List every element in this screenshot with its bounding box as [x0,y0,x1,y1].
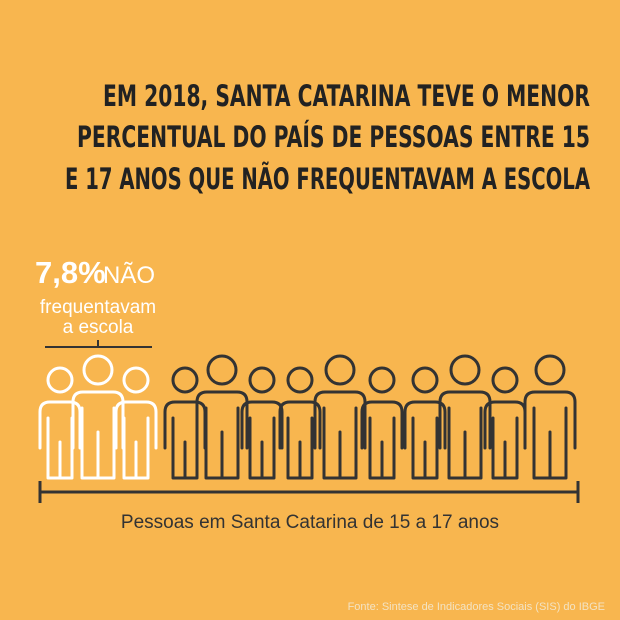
body [360,400,404,480]
person-icon [71,354,125,480]
range-axis [38,481,580,503]
head [82,354,114,386]
head [368,366,396,394]
head [122,366,150,394]
body [278,400,322,480]
highlight-word: NÃO [103,262,155,289]
body [313,390,367,480]
body [438,390,492,480]
title-line: EM 2018, SANTA CATARINA TEVE O MENOR [103,79,590,113]
title-line: PERCENTUAL DO PAÍS DE PESSOAS ENTRE 15 [77,120,590,154]
head [248,366,276,394]
head [411,366,439,394]
head [491,366,519,394]
people [38,354,577,480]
person-icon [114,366,158,480]
body [195,390,249,480]
person-icon [195,354,249,480]
person-icon [278,366,322,480]
highlight-text: frequentavam [40,297,156,318]
head [171,366,199,394]
bracket [45,340,152,348]
head [286,366,314,394]
title-line: E 17 ANOS QUE NÃO FREQUENTAVAM A ESCOLA [65,162,590,196]
body [523,390,577,480]
head [324,354,356,386]
person-icon [360,366,404,480]
body [71,390,125,480]
highlight-value: 7,8% [35,255,106,290]
person-icon [403,366,447,480]
person-icon [38,366,82,480]
head [449,354,481,386]
source: Fonte: Sintese de Indicadores Sociais (S… [348,601,605,613]
person-icon [313,354,367,480]
head [534,354,566,386]
body [114,400,158,480]
head [206,354,238,386]
head [46,366,74,394]
highlight-text: a escola [63,317,134,338]
person-icon [523,354,577,480]
person-icon [438,354,492,480]
axis-label: Pessoas em Santa Catarina de 15 a 17 ano… [121,512,499,533]
body [403,400,447,480]
